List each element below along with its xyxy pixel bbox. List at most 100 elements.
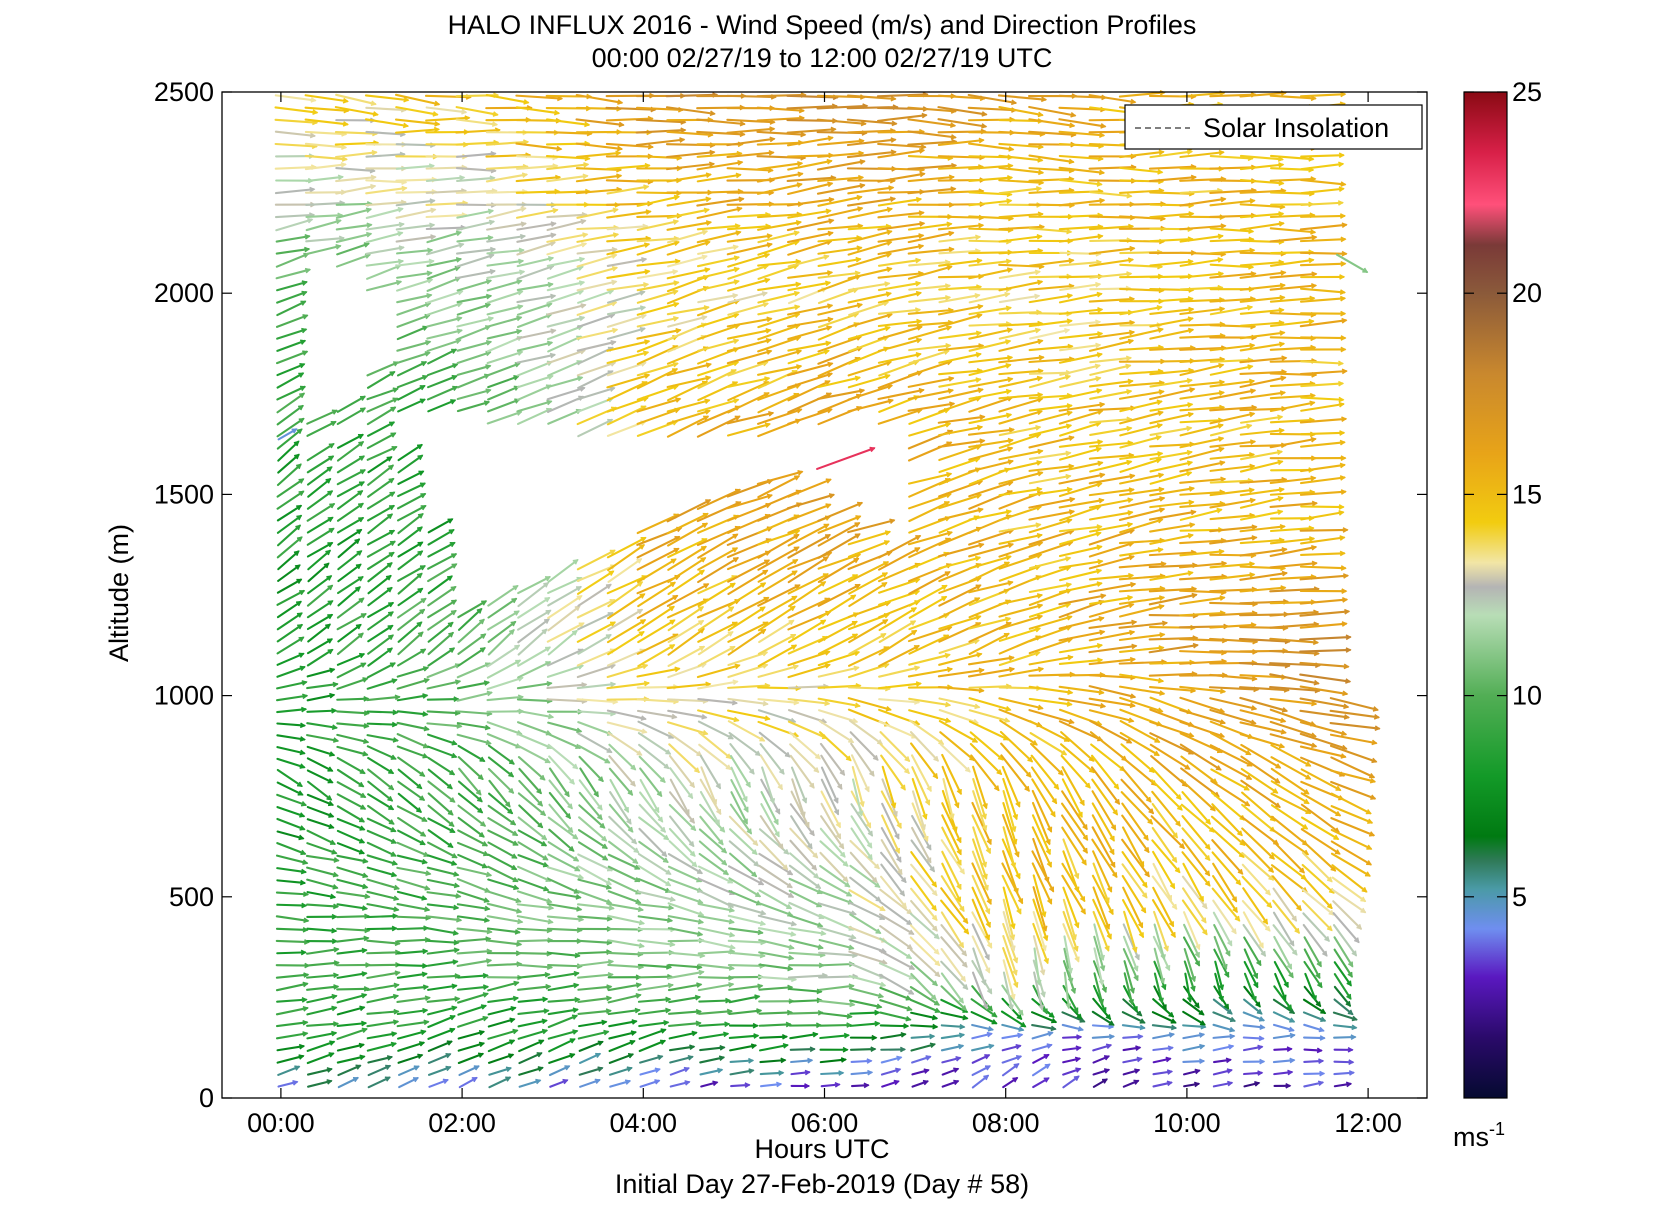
wind-arrow-shaft: [486, 890, 522, 903]
wind-arrow-shaft: [366, 387, 399, 401]
wind-arrow-head: [302, 1006, 309, 1012]
wind-arrow: [275, 891, 310, 898]
wind-arrow: [456, 388, 492, 401]
wind-arrow-head: [327, 766, 334, 772]
wind-arrow: [576, 710, 617, 717]
wind-arrow: [607, 974, 642, 981]
wind-arrow: [879, 999, 913, 1012]
wind-arrow: [456, 680, 490, 690]
wind-arrow: [637, 996, 672, 1003]
wind-arrow-head: [445, 1052, 452, 1059]
wind-arrow-shaft: [367, 634, 394, 655]
wind-arrow: [818, 620, 858, 643]
wind-arrow: [397, 792, 422, 813]
wind-arrow: [426, 265, 461, 280]
wind-arrow-shaft: [607, 1009, 641, 1016]
wind-arrow: [396, 278, 434, 292]
wind-arrow: [427, 733, 458, 746]
wind-arrow-head: [422, 374, 429, 381]
wind-arrow-head: [299, 385, 306, 391]
wind-arrow-shaft: [426, 710, 461, 715]
wind-arrow: [276, 636, 305, 655]
wind-arrow-shaft: [396, 915, 431, 920]
wind-arrow: [427, 621, 454, 643]
wind-arrow-head: [387, 513, 393, 520]
wind-arrow-head: [485, 871, 493, 878]
wind-arrow-shaft: [275, 982, 309, 992]
wind-arrow-head: [447, 842, 454, 848]
wind-arrow: [727, 914, 767, 927]
wind-arrow-shaft: [276, 363, 305, 377]
wind-arrow-head: [325, 623, 331, 630]
wind-arrow-shaft: [578, 1052, 601, 1065]
wind-arrow-shaft: [516, 384, 552, 401]
wind-arrow: [426, 866, 460, 877]
wind-arrow-shaft: [306, 1040, 335, 1052]
wind-arrow-shaft: [517, 1029, 548, 1040]
wind-arrow: [636, 633, 679, 655]
wind-arrow: [516, 732, 553, 750]
wind-arrow-head: [448, 631, 454, 638]
wind-arrow: [879, 937, 913, 960]
wind-arrow: [758, 998, 795, 1005]
wind-arrow: [486, 721, 523, 736]
wind-arrow-shaft: [304, 118, 349, 126]
wind-arrow: [397, 1029, 427, 1040]
wind-arrow-shaft: [458, 767, 482, 796]
wind-arrow-head: [299, 665, 306, 672]
wind-arrow: [818, 1022, 853, 1028]
wind-arrow-shaft: [577, 915, 613, 921]
wind-arrow-shaft: [487, 1018, 515, 1028]
wind-arrow: [790, 1057, 814, 1064]
wind-arrow-shaft: [487, 853, 517, 871]
wind-arrow: [427, 553, 458, 570]
wind-arrow: [609, 1079, 632, 1088]
wind-arrow-shaft: [516, 890, 552, 903]
wind-arrow-shaft: [516, 400, 552, 413]
wind-arrow-head: [397, 258, 405, 265]
wind-arrow-shaft: [457, 841, 489, 856]
wind-arrow-shaft: [276, 578, 302, 594]
wind-arrow-head: [370, 183, 377, 190]
wind-arrow: [457, 647, 486, 667]
wind-arrow-shaft: [668, 995, 701, 1004]
wind-arrow-shaft: [334, 130, 378, 135]
wind-arrow-shaft: [367, 756, 394, 775]
wind-arrow: [486, 950, 522, 957]
wind-arrow-head: [364, 893, 371, 900]
wind-arrow-head: [323, 562, 330, 569]
wind-arrow-shaft: [879, 1024, 909, 1028]
wind-arrow: [276, 363, 306, 377]
wind-arrow-head: [424, 995, 431, 1002]
wind-arrow-shaft: [276, 734, 306, 741]
wind-arrow: [274, 94, 317, 103]
wind-arrow: [760, 1081, 783, 1088]
wind-arrow-shaft: [337, 576, 364, 595]
wind-arrow: [336, 662, 367, 679]
wind-arrow-shaft: [365, 201, 407, 207]
wind-arrow: [336, 756, 366, 775]
wind-arrow: [396, 505, 427, 522]
wind-arrow-head: [335, 218, 342, 225]
wind-arrow: [516, 360, 553, 377]
wind-arrow: [396, 374, 429, 389]
wind-arrow: [548, 1038, 576, 1053]
wind-arrow-shaft: [336, 597, 365, 619]
wind-arrow-shaft: [396, 597, 427, 619]
wind-arrow-shaft: [426, 290, 464, 304]
wind-arrow-head: [392, 913, 399, 919]
wind-arrow: [940, 1011, 969, 1021]
wind-arrow: [397, 621, 423, 643]
wind-arrow-head: [299, 812, 306, 818]
wind-arrow: [516, 240, 556, 256]
wind-arrow-shaft: [910, 1011, 938, 1020]
wind-arrow-shaft: [335, 167, 376, 172]
wind-arrow: [789, 743, 820, 773]
wind-arrow-head: [422, 948, 429, 955]
wind-arrow-shaft: [849, 999, 882, 1009]
wind-arrow-head: [482, 972, 489, 979]
wind-arrow-shaft: [395, 259, 435, 267]
wind-arrow-head: [300, 849, 307, 856]
wind-arrow-shaft: [667, 731, 702, 757]
wind-arrow: [818, 731, 852, 762]
